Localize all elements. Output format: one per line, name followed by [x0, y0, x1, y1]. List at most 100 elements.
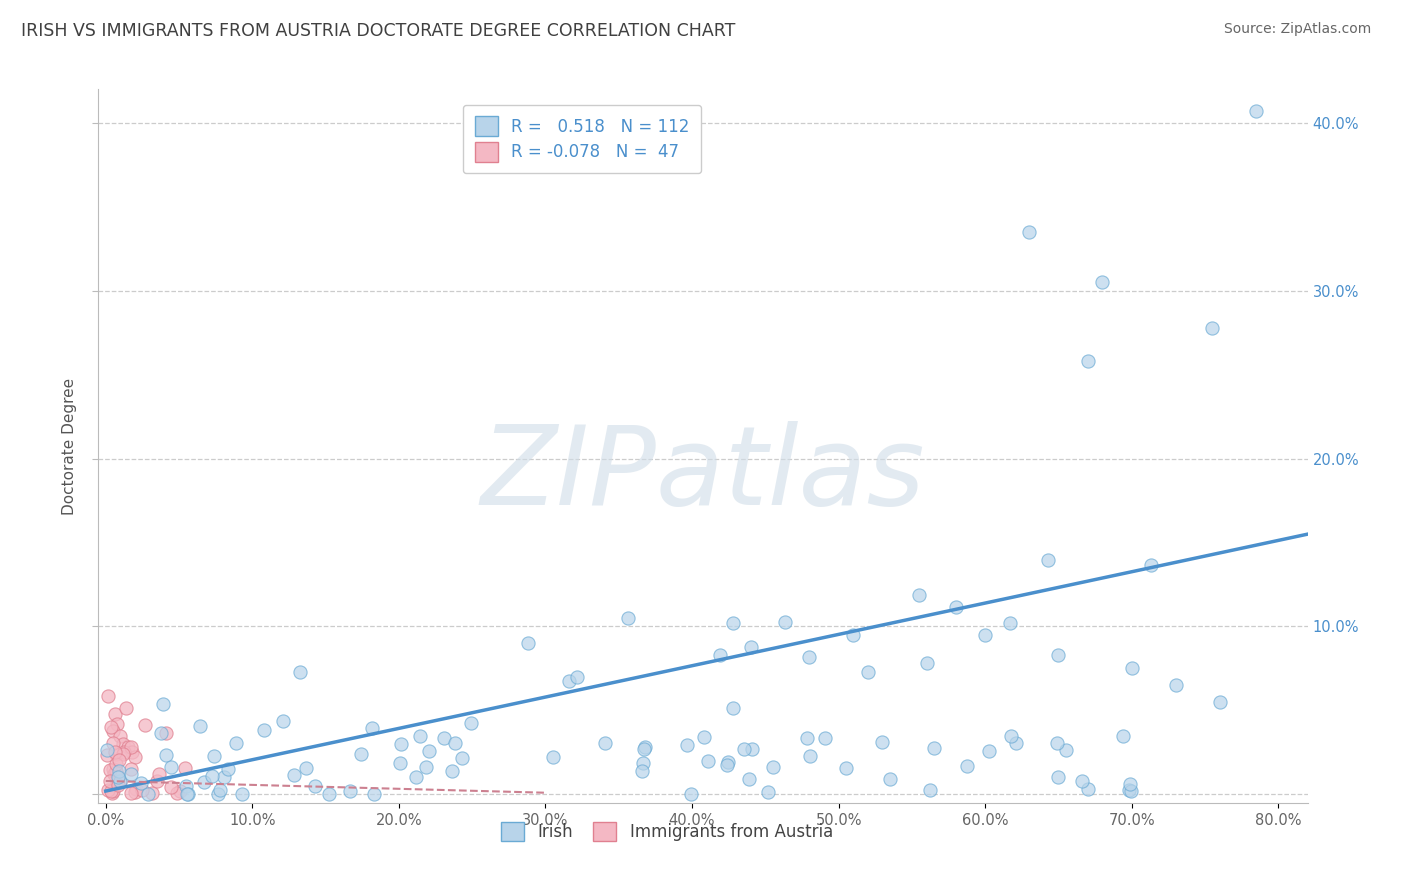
Point: [208, 783, 231, 797]
Point: [98, 763, 121, 777]
Point: [593, 736, 616, 750]
Point: [96, 690, 118, 704]
Point: [188, 719, 211, 733]
Point: [176, 788, 198, 802]
Point: [1054, 743, 1077, 757]
Point: [634, 740, 657, 755]
Point: [716, 758, 738, 772]
Point: [1118, 782, 1140, 797]
Point: [120, 786, 142, 800]
Point: [110, 729, 132, 743]
Point: [290, 665, 312, 679]
Point: [231, 788, 253, 802]
Point: [217, 762, 239, 776]
Point: [631, 764, 654, 778]
Point: [1119, 783, 1142, 797]
Point: [738, 772, 761, 786]
Point: [1005, 736, 1028, 750]
Point: [799, 649, 821, 664]
Point: [339, 783, 361, 797]
Point: [1111, 730, 1133, 744]
Point: [350, 747, 373, 762]
Point: [101, 736, 124, 750]
Point: [253, 723, 276, 738]
Point: [1119, 777, 1142, 791]
Point: [146, 773, 169, 788]
Point: [1070, 774, 1092, 789]
Point: [125, 782, 148, 797]
Point: [1201, 320, 1223, 334]
Point: [363, 788, 385, 802]
Point: [124, 750, 146, 764]
Point: [1246, 103, 1268, 118]
Point: [541, 749, 564, 764]
Point: [283, 768, 305, 782]
Point: [842, 628, 865, 642]
Point: [920, 783, 942, 797]
Point: [1164, 678, 1187, 692]
Point: [193, 775, 215, 789]
Point: [129, 775, 152, 789]
Point: [558, 673, 581, 688]
Point: [405, 770, 427, 784]
Point: [361, 721, 384, 735]
Point: [104, 745, 127, 759]
Point: [872, 735, 894, 749]
Point: [433, 731, 456, 746]
Point: [418, 744, 440, 758]
Point: [799, 749, 821, 764]
Text: IRISH VS IMMIGRANTS FROM AUSTRIA DOCTORATE DEGREE CORRELATION CHART: IRISH VS IMMIGRANTS FROM AUSTRIA DOCTORA…: [21, 22, 735, 40]
Point: [304, 779, 326, 793]
Point: [107, 769, 129, 783]
Point: [835, 761, 858, 775]
Point: [173, 761, 195, 775]
Point: [697, 754, 720, 768]
Y-axis label: Doctorate Degree: Doctorate Degree: [62, 377, 77, 515]
Point: [633, 742, 655, 756]
Point: [721, 701, 744, 715]
Text: ZIPatlas: ZIPatlas: [481, 421, 925, 528]
Point: [148, 766, 170, 780]
Point: [120, 739, 142, 754]
Point: [922, 741, 945, 756]
Point: [740, 640, 762, 654]
Point: [444, 736, 467, 750]
Point: [756, 785, 779, 799]
Point: [136, 788, 159, 802]
Point: [733, 742, 755, 756]
Point: [131, 782, 153, 797]
Point: [517, 636, 540, 650]
Point: [104, 764, 127, 779]
Point: [1077, 781, 1099, 796]
Point: [105, 776, 128, 790]
Point: [856, 665, 879, 679]
Point: [415, 760, 437, 774]
Point: [679, 787, 702, 801]
Point: [616, 611, 638, 625]
Point: [124, 785, 146, 799]
Point: [107, 778, 129, 792]
Point: [1091, 275, 1114, 289]
Point: [389, 756, 412, 771]
Point: [141, 786, 163, 800]
Point: [202, 748, 225, 763]
Point: [112, 745, 135, 759]
Point: [441, 764, 464, 778]
Point: [451, 751, 474, 765]
Point: [120, 762, 142, 776]
Point: [1018, 225, 1040, 239]
Point: [100, 720, 122, 734]
Point: [108, 753, 131, 767]
Point: [166, 786, 188, 800]
Point: [956, 759, 979, 773]
Point: [134, 718, 156, 732]
Point: [565, 670, 588, 684]
Point: [107, 770, 129, 784]
Point: [155, 725, 177, 739]
Point: [100, 783, 122, 797]
Point: [721, 615, 744, 630]
Point: [214, 771, 236, 785]
Point: [108, 774, 131, 789]
Point: [149, 726, 172, 740]
Point: [169, 784, 191, 798]
